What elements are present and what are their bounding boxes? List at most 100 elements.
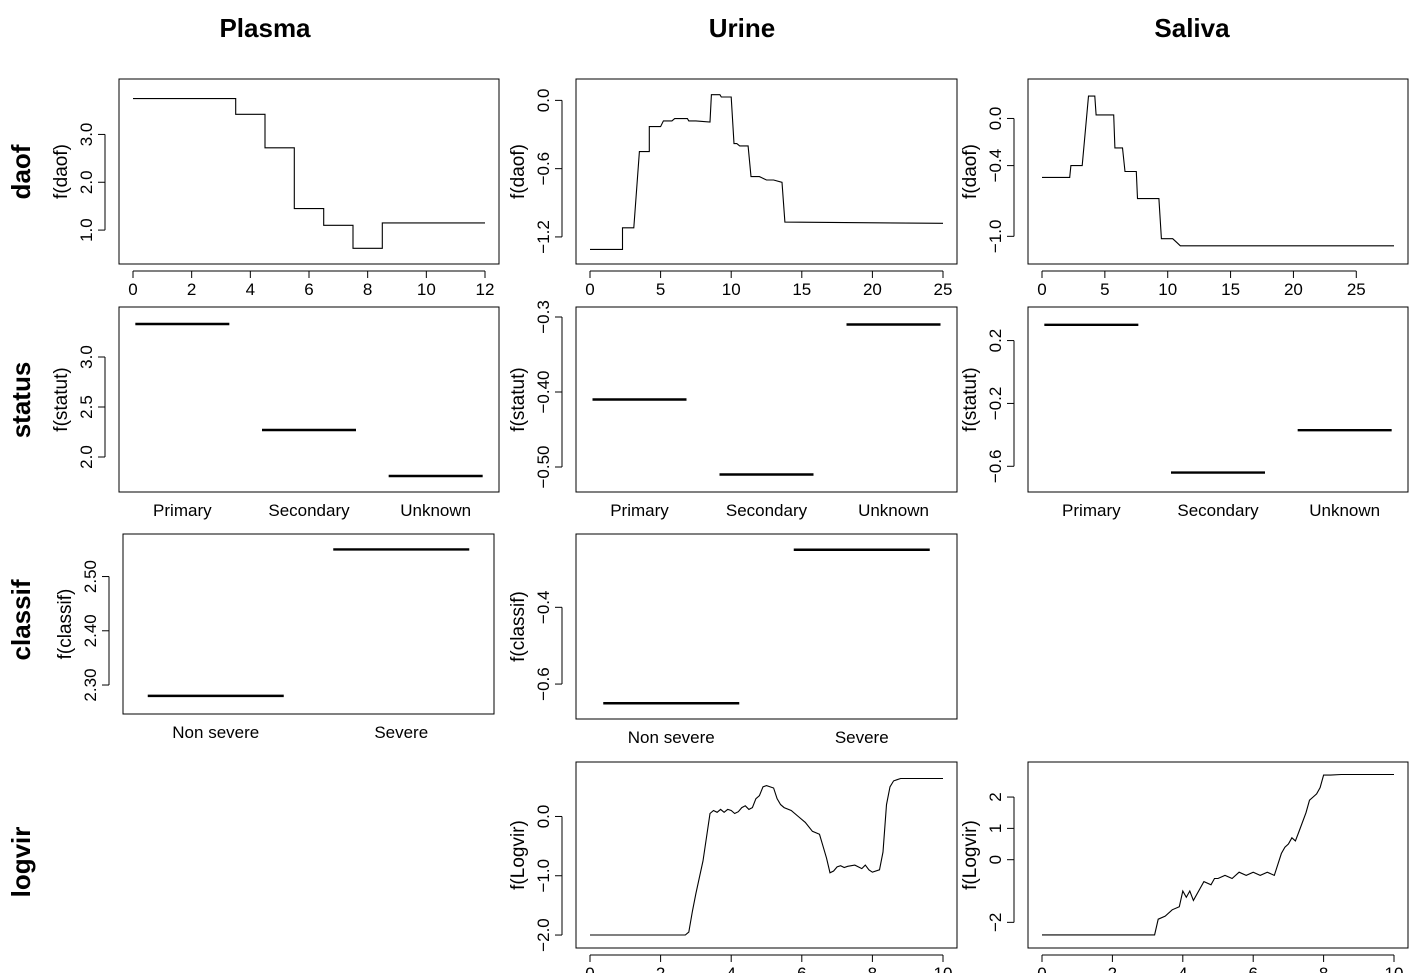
- y-axis-label: f(classif): [55, 589, 76, 660]
- category-label: Severe: [835, 728, 889, 747]
- x-tick-label: 2: [187, 280, 196, 299]
- x-tick-label: 12: [476, 280, 495, 299]
- y-tick-label: 0.0: [534, 89, 553, 113]
- panel-plasma-classif: 2.30 2.40 2.50 f(classif) Non severe Severe: [55, 533, 495, 742]
- column-title-saliva: Saliva: [1154, 13, 1230, 43]
- x-tick-label: 0: [128, 280, 137, 299]
- x-tick-label: 6: [304, 280, 313, 299]
- y-tick-label: 2.5: [77, 395, 96, 419]
- plot-frame: [1027, 761, 1409, 949]
- category-label: Secondary: [1177, 501, 1259, 520]
- series-line: [133, 98, 485, 249]
- x-tick-label: 4: [726, 964, 735, 973]
- y-tick-label: −0.3: [534, 300, 553, 334]
- series-line: [1042, 95, 1394, 247]
- panel-urine-daof: −1.2 −0.6 0.0 f(daof) 0 5 10 15 20 25: [508, 78, 958, 299]
- y-axis-label: f(daof): [508, 144, 529, 199]
- y-tick-label: 0.0: [534, 805, 553, 829]
- x-tick-label: 8: [868, 964, 877, 973]
- panel-plasma-status: 2.0 2.5 3.0 f(statut) Primary Secondary Unknow…: [51, 306, 500, 520]
- y-axis-label: f(statut): [960, 367, 981, 431]
- y-tick-label: 2.30: [81, 668, 100, 701]
- plot-frame: [118, 78, 500, 265]
- plot-frame: [575, 78, 958, 265]
- category-label: Unknown: [1309, 501, 1380, 520]
- row-title-logvir: logvir: [6, 827, 36, 898]
- y-tick-label: 2: [986, 792, 1005, 801]
- y-tick-label: 1: [986, 824, 1005, 833]
- x-tick-label: 20: [1284, 280, 1303, 299]
- y-tick-label: −0.6: [534, 152, 553, 186]
- x-tick-label: 25: [934, 280, 953, 299]
- plot-frame: [1027, 78, 1409, 265]
- category-label: Secondary: [726, 501, 808, 520]
- y-tick-label: −1.0: [534, 859, 553, 893]
- y-tick-label: −0.50: [534, 445, 553, 488]
- y-tick-label: 1.0: [77, 218, 96, 242]
- x-tick-label: 15: [792, 280, 811, 299]
- column-title-urine: Urine: [709, 13, 775, 43]
- x-tick-label: 2: [1108, 964, 1117, 973]
- x-tick-label: 10: [934, 964, 953, 973]
- plot-frame: [575, 533, 958, 720]
- y-tick-label: 0: [986, 855, 1005, 864]
- panel-urine-status: −0.50 −0.40 −0.3 f(statut) Primary Secondary U…: [508, 300, 958, 520]
- y-tick-label: −0.4: [534, 591, 553, 625]
- category-label: Primary: [1062, 501, 1121, 520]
- y-tick-label: 2.40: [81, 614, 100, 647]
- row-title-daof: daof: [6, 144, 36, 199]
- category-label: Non severe: [172, 723, 259, 742]
- series-line: [590, 777, 943, 936]
- x-tick-label: 0: [1037, 964, 1046, 973]
- x-tick-label: 10: [722, 280, 741, 299]
- x-tick-label: 5: [1100, 280, 1109, 299]
- x-tick-label: 10: [417, 280, 436, 299]
- series-line: [590, 94, 944, 250]
- panel-urine-logvir: −2.0 −1.0 0.0 f(Logvir) 0 2 4 6 8 10: [508, 761, 958, 973]
- y-tick-label: −0.6: [986, 450, 1005, 484]
- y-axis-label: f(Logvir): [508, 820, 529, 890]
- plot-frame: [1027, 306, 1409, 493]
- category-label: Primary: [153, 501, 212, 520]
- category-label: Non severe: [628, 728, 715, 747]
- y-tick-label: −0.2: [986, 387, 1005, 421]
- series-line: [1042, 773, 1394, 936]
- x-tick-label: 2: [656, 964, 665, 973]
- plot-frame: [118, 306, 500, 493]
- row-title-status: status: [6, 362, 36, 439]
- y-tick-label: 0.0: [986, 107, 1005, 131]
- row-title-classif: classif: [6, 579, 36, 660]
- y-tick-label: −0.6: [534, 667, 553, 701]
- x-tick-label: 6: [797, 964, 806, 973]
- plot-frame: [575, 306, 958, 493]
- y-tick-label: −1.0: [986, 220, 1005, 254]
- x-tick-label: 0: [585, 964, 594, 973]
- panel-saliva-daof: −1.0 −0.4 0.0 f(daof) 0 5 10 15 20 25: [960, 78, 1409, 299]
- x-tick-label: 0: [585, 280, 594, 299]
- category-label: Severe: [374, 723, 428, 742]
- category-label: Unknown: [858, 501, 929, 520]
- panel-plasma-daof: 1.0 2.0 3.0 f(daof) 0 2 4 6 8 10 12: [51, 78, 500, 299]
- y-axis-label: f(statut): [508, 367, 529, 431]
- panel-saliva-logvir: −2 0 1 2 f(Logvir) 0 2 4 6 8 10: [960, 761, 1409, 973]
- plot-frame: [122, 533, 495, 715]
- y-tick-label: −2.0: [534, 918, 553, 952]
- x-tick-label: 10: [1158, 280, 1177, 299]
- y-tick-label: 3.0: [77, 123, 96, 147]
- y-tick-label: 0.2: [986, 329, 1005, 353]
- x-tick-label: 8: [363, 280, 372, 299]
- y-tick-label: −2: [986, 913, 1005, 932]
- x-tick-label: 4: [246, 280, 255, 299]
- panel-saliva-status: −0.6 −0.2 0.2 f(statut) Primary Secondary Unkn…: [960, 306, 1409, 520]
- x-tick-label: 20: [863, 280, 882, 299]
- y-tick-label: 2.0: [77, 170, 96, 194]
- y-tick-label: 3.0: [77, 345, 96, 369]
- panel-urine-classif: −0.6 −0.4 f(classif) Non severe Severe: [508, 533, 958, 747]
- y-tick-label: 2.0: [77, 445, 96, 469]
- y-tick-label: −0.40: [534, 370, 553, 413]
- y-tick-label: 2.50: [81, 560, 100, 593]
- y-tick-label: −0.4: [986, 149, 1005, 183]
- category-label: Primary: [610, 501, 669, 520]
- x-tick-label: 25: [1347, 280, 1366, 299]
